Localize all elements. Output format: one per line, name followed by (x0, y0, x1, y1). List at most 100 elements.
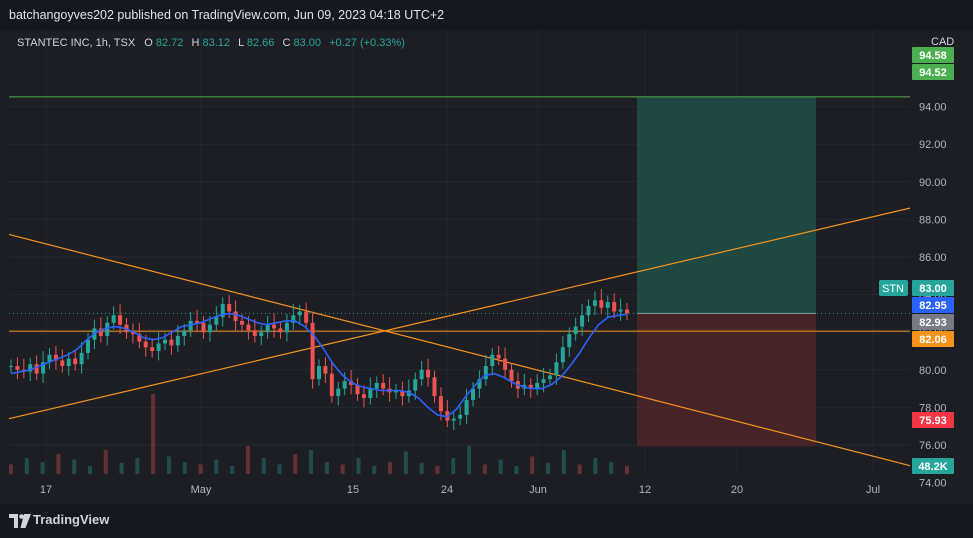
candle-body (150, 347, 155, 351)
price-label-text: 82.93 (919, 317, 947, 329)
candle-body (207, 324, 212, 333)
price-label-box (912, 412, 954, 428)
volume-bar (214, 459, 219, 474)
volume-bar (9, 464, 13, 474)
x-tick-label: 15 (347, 484, 359, 496)
legend-low-label: L (238, 37, 244, 49)
candle-body (233, 311, 238, 321)
candle-body (86, 339, 90, 353)
descending-trendline (8, 233, 911, 467)
candle-body (612, 302, 617, 312)
volume-bar (40, 462, 45, 474)
legend-low-value: 82.66 (247, 37, 275, 49)
volume-bar (593, 458, 598, 474)
y-tick-label: 90.00 (919, 177, 947, 189)
legend-symbol: STANTEC INC, 1h, TSX (17, 37, 136, 49)
volume-bar (340, 464, 345, 474)
legend-open-value: 82.72 (156, 37, 184, 49)
chart-background (0, 30, 973, 504)
candle-body (490, 354, 495, 367)
y-tick-label: 92.00 (919, 139, 947, 151)
volume-label-text: 48.2K (918, 461, 947, 473)
y-tick-label: 88.00 (919, 214, 947, 226)
y-tick-label: 80.00 (919, 365, 947, 377)
candles (9, 289, 629, 430)
candle-body (503, 358, 508, 370)
price-label-text: 82.06 (919, 334, 947, 346)
symbol-tag-text: STN (882, 283, 904, 295)
candle-body (355, 384, 360, 395)
volume-bar (546, 462, 551, 474)
target-zone (637, 96, 816, 314)
candle-body (400, 390, 405, 397)
candle-body (317, 366, 321, 380)
horizontal-lines (9, 96, 910, 332)
candle-body (60, 360, 65, 367)
volume-bar (514, 466, 519, 474)
candle-body (541, 379, 546, 383)
candle-body (496, 354, 501, 359)
volume-bar (482, 464, 487, 474)
volume-bar (293, 454, 298, 474)
candle-body (259, 332, 264, 336)
volume-bar (198, 464, 203, 474)
candle-body (47, 354, 52, 363)
legend-change: +0.27 (+0.33%) (329, 37, 405, 49)
trendlines (8, 207, 911, 467)
volume-bar (356, 458, 361, 474)
candle-body (265, 324, 270, 333)
price-label-box (912, 47, 954, 63)
time-axis[interactable] (0, 474, 973, 504)
legend-open-label: O (144, 37, 153, 49)
candle-body (580, 315, 585, 327)
volume-bar (182, 462, 187, 474)
volume-bars (9, 394, 629, 474)
volume-bar (166, 456, 171, 474)
candle-body (220, 304, 225, 318)
volume-bar (277, 464, 282, 474)
price-chart[interactable]: CAD 74.0076.0078.0080.0082.0084.0086.008… (0, 30, 973, 504)
candle-body (73, 358, 78, 365)
price-label-box (912, 314, 954, 330)
volume-bar (324, 462, 329, 474)
candle-body (381, 382, 386, 389)
x-tick-label: 17 (40, 484, 52, 496)
tradingview-brand[interactable]: TradingView (33, 512, 110, 527)
volume-bar (403, 451, 408, 474)
candle-body (143, 341, 148, 348)
candle-body (156, 343, 161, 351)
legend-close-label: C (282, 37, 290, 49)
volume-bar (372, 466, 377, 474)
candle-body (41, 362, 46, 374)
x-tick-label: 20 (731, 484, 743, 496)
currency-label: CAD (931, 36, 954, 48)
x-tick-label: 24 (441, 484, 453, 496)
x-tick-label: Jul (866, 484, 880, 496)
candle-body (111, 315, 116, 323)
candle-body (278, 328, 283, 333)
candle-body (394, 390, 398, 393)
legend-high-value: 83.12 (202, 37, 230, 49)
candle-body (599, 300, 604, 308)
x-tick-label: 12 (639, 484, 651, 496)
publisher-bar: batchangoyves202 published on TradingVie… (0, 0, 973, 30)
volume-bar (498, 459, 503, 474)
candle-body (483, 366, 488, 380)
volume-bar (261, 458, 266, 474)
price-axis[interactable] (910, 30, 973, 474)
y-tick-label: 94.00 (919, 102, 947, 114)
candle-body (310, 322, 315, 380)
price-label-text: 83.00 (919, 283, 947, 295)
volume-bar (451, 458, 456, 474)
candle-body (272, 324, 277, 329)
candle-body (413, 379, 418, 391)
tradingview-logo-icon[interactable] (9, 514, 31, 528)
symbol-legend: STANTEC INC, 1h, TSX O 82.72 H 83.12 L 8… (17, 37, 405, 49)
candle-body (548, 375, 552, 380)
svg-text:STANTEC INC, 1h, TSX O: STANTEC INC, 1h, TSX O 82.72 H 83.12 L 8… (17, 37, 405, 49)
moving-average-line (10, 312, 628, 418)
candle-body (182, 330, 187, 336)
y-tick-label: 74.00 (919, 478, 947, 490)
candle-body (361, 394, 366, 398)
volume-label-box (912, 458, 954, 474)
